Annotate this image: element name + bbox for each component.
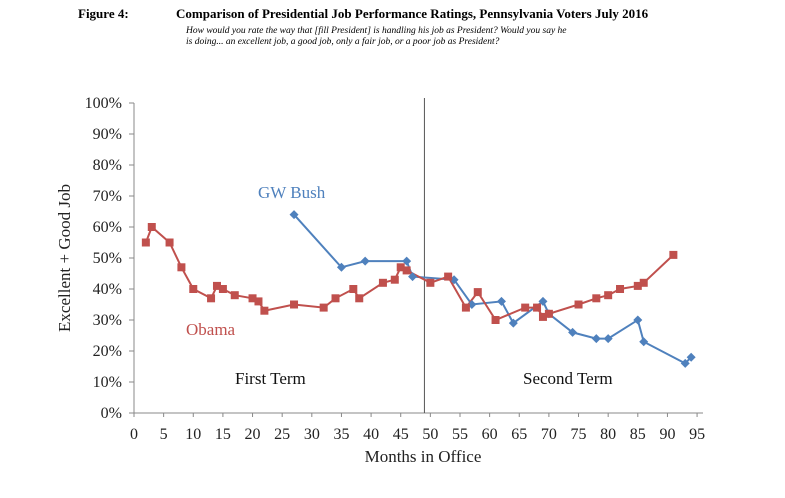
x-tick-label: 65	[511, 426, 527, 443]
data-point-obama	[390, 275, 399, 284]
data-point-gw-bush	[633, 315, 643, 325]
data-point-obama	[207, 294, 216, 303]
data-point-gw-bush	[639, 337, 649, 347]
y-tick-label: 50%	[93, 250, 122, 267]
chart-title: Comparison of Presidential Job Performan…	[176, 6, 649, 21]
data-point-obama	[604, 291, 613, 300]
data-point-obama	[426, 278, 435, 287]
data-point-obama	[355, 294, 364, 303]
data-point-gw-bush	[568, 327, 578, 337]
y-tick-label: 40%	[93, 281, 122, 298]
first-term-label: First Term	[235, 369, 306, 388]
survey-question-line-1: How would you rate the way that [fill Pr…	[186, 26, 567, 36]
x-tick-label: 20	[245, 426, 261, 443]
data-point-obama	[521, 303, 530, 312]
x-tick-label: 90	[659, 426, 675, 443]
data-point-obama	[248, 294, 257, 303]
x-tick-label: 50	[422, 426, 438, 443]
second-term-label: Second Term	[523, 369, 613, 388]
x-tick-label: 0	[130, 426, 138, 443]
x-tick-label: 5	[160, 426, 168, 443]
data-point-obama	[254, 297, 263, 306]
data-point-gw-bush	[336, 262, 346, 272]
figure-label: Figure 4:	[78, 6, 129, 21]
y-tick-label: 100%	[85, 95, 122, 112]
x-tick-label: 75	[571, 426, 587, 443]
legend-bush: GW Bush	[258, 183, 326, 202]
data-point-obama	[165, 238, 174, 247]
x-tick-label: 30	[304, 426, 320, 443]
x-tick-label: 70	[541, 426, 557, 443]
x-tick-label: 10	[185, 426, 201, 443]
data-point-obama	[491, 316, 500, 324]
data-point-obama	[141, 238, 150, 247]
data-point-obama	[189, 285, 198, 293]
x-tick-label: 25	[274, 426, 290, 443]
data-point-obama	[639, 278, 648, 287]
y-tick-label: 80%	[93, 157, 122, 174]
y-tick-label: 70%	[93, 188, 122, 205]
x-tick-label: 15	[215, 426, 231, 443]
data-point-obama	[669, 250, 678, 259]
x-tick-label: 80	[600, 426, 616, 443]
data-point-gw-bush	[508, 318, 518, 328]
data-point-obama	[538, 312, 547, 321]
y-axis-label: Excellent + Good Job	[55, 184, 74, 332]
y-tick-label: 10%	[93, 374, 122, 391]
data-point-obama	[177, 263, 186, 272]
data-point-obama	[319, 303, 328, 312]
data-point-obama	[331, 294, 340, 303]
data-point-gw-bush	[289, 210, 299, 220]
x-tick-label: 85	[630, 426, 646, 443]
y-tick-label: 20%	[93, 343, 122, 360]
y-tick-label: 90%	[93, 126, 122, 143]
data-point-obama	[473, 288, 482, 297]
y-tick-labels: 0% 10% 20% 30% 40% 50% 60% 70% 80% 90% 100%	[85, 95, 122, 422]
y-tick-label: 60%	[93, 219, 122, 236]
x-tick-label: 45	[393, 426, 409, 443]
data-point-obama	[218, 285, 227, 293]
x-tick-labels: 0 5 10 15 20 25 30 35 40 45 50 55 60 65 70 75 80 85 90 95	[130, 426, 705, 443]
data-point-gw-bush	[680, 358, 690, 368]
x-tick-label: 60	[482, 426, 498, 443]
data-point-obama	[378, 278, 387, 287]
data-point-obama	[616, 285, 625, 293]
series-markers	[141, 210, 696, 368]
data-point-obama	[349, 285, 358, 293]
data-point-obama	[592, 294, 601, 303]
axes	[129, 98, 703, 417]
x-tick-label: 55	[452, 426, 468, 443]
data-point-obama	[260, 306, 269, 315]
data-point-obama	[444, 272, 453, 281]
data-point-obama	[402, 266, 411, 275]
data-point-obama	[147, 223, 156, 231]
data-point-obama	[633, 281, 642, 290]
data-point-obama	[544, 309, 553, 318]
y-tick-label: 30%	[93, 312, 122, 329]
series-line-gw-bush	[293, 213, 692, 365]
data-point-gw-bush	[360, 256, 370, 266]
data-point-gw-bush	[496, 296, 506, 306]
data-point-obama	[574, 300, 583, 309]
data-point-obama	[533, 303, 542, 312]
data-point-obama	[290, 300, 299, 309]
data-point-obama	[230, 291, 239, 300]
survey-question-line-2: is doing... an excellent job, a good job…	[186, 37, 500, 47]
legend-obama: Obama	[186, 320, 236, 339]
x-tick-label: 95	[689, 426, 705, 443]
data-point-obama	[212, 281, 221, 290]
x-tick-label: 40	[363, 426, 379, 443]
data-point-gw-bush	[603, 334, 613, 344]
data-point-gw-bush	[686, 352, 696, 362]
y-tick-label: 0%	[101, 405, 122, 422]
x-tick-label: 35	[333, 426, 349, 443]
data-point-obama	[461, 303, 470, 312]
x-axis-label: Months in Office	[365, 447, 482, 466]
data-point-obama	[396, 263, 405, 272]
data-point-gw-bush	[591, 334, 601, 344]
survey-question: How would you rate the way that [fill Pr…	[186, 26, 626, 48]
